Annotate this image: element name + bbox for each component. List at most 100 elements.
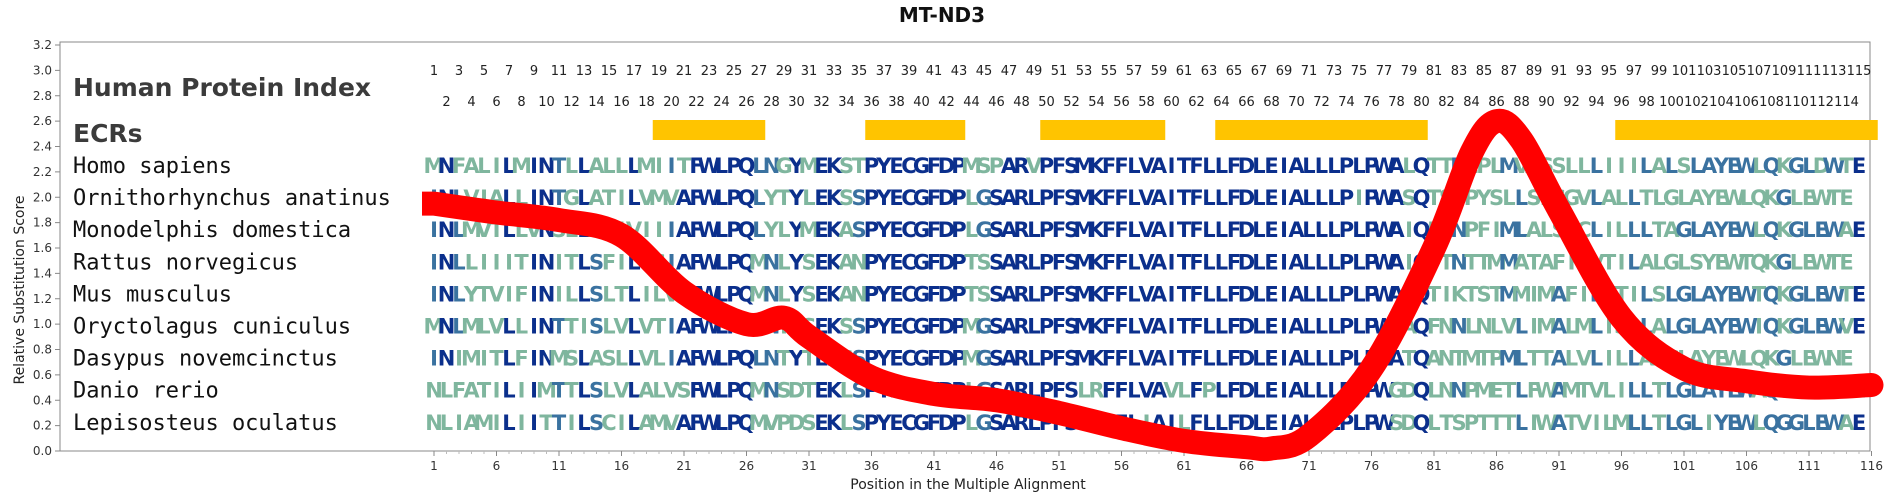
amino-acid: L: [1127, 379, 1140, 403]
amino-acid: E: [889, 315, 903, 339]
amino-acid: Y: [463, 282, 480, 306]
amino-acid: F: [1227, 250, 1241, 274]
amino-acid: G: [1788, 411, 1805, 435]
protein-index-number: 78: [1388, 95, 1405, 110]
amino-acid: A: [588, 154, 605, 178]
amino-acid: L: [715, 218, 728, 242]
amino-acid: T: [1439, 411, 1454, 435]
amino-acid: I: [618, 186, 626, 210]
amino-acid: M: [649, 411, 670, 435]
protein-index-number: 30: [788, 95, 805, 110]
amino-acid: S: [1064, 250, 1079, 274]
amino-acid: F: [1189, 250, 1203, 274]
amino-acid: F: [1189, 186, 1203, 210]
amino-acid: Y: [763, 186, 780, 210]
amino-acid: V: [613, 379, 630, 403]
amino-acid: M: [1486, 250, 1507, 274]
amino-acid: Q: [1763, 218, 1781, 242]
amino-acid: F: [689, 154, 703, 178]
amino-acid: I: [493, 154, 501, 178]
amino-acid: Y: [1700, 250, 1717, 274]
amino-acid: T: [802, 379, 817, 403]
amino-acid: S: [839, 315, 854, 339]
amino-acid: L: [1627, 347, 1640, 371]
amino-acid: Y: [875, 347, 892, 371]
amino-acid: M: [799, 154, 820, 178]
amino-acid: D: [788, 379, 805, 403]
amino-acid: L: [1202, 315, 1215, 339]
amino-acid: I: [1755, 315, 1763, 339]
amino-acid: S: [676, 379, 691, 403]
amino-acid: Q: [1413, 154, 1431, 178]
amino-acid: F: [1114, 186, 1128, 210]
amino-acid: L: [652, 347, 665, 371]
protein-index-number: 53: [1076, 64, 1093, 79]
amino-acid: W: [697, 218, 720, 242]
amino-acid: M: [1074, 154, 1095, 178]
protein-index-number: 71: [1301, 64, 1318, 79]
amino-acid: V: [1838, 315, 1855, 339]
amino-acid: T: [1177, 218, 1192, 242]
amino-acid: S: [601, 347, 616, 371]
amino-acid: L: [1202, 218, 1215, 242]
species-label: Mus musculus: [73, 282, 232, 307]
amino-acid: S: [564, 347, 579, 371]
amino-acid: L: [1315, 315, 1328, 339]
amino-acid: L: [615, 347, 628, 371]
amino-acid: W: [1822, 411, 1845, 435]
amino-acid: L: [1252, 154, 1265, 178]
protein-index-number: 104: [1709, 95, 1734, 110]
amino-acid: S: [976, 282, 991, 306]
species-label: Rattus norvegicus: [73, 250, 298, 275]
protein-index-number: 28: [763, 95, 780, 110]
amino-acid: L: [1565, 154, 1578, 178]
amino-acid: A: [1001, 282, 1018, 306]
x-tick-label: 1: [430, 459, 438, 473]
amino-acid: V: [638, 347, 655, 371]
amino-acid: L: [1627, 218, 1640, 242]
amino-acid: P: [1464, 379, 1479, 403]
amino-acid: M: [636, 154, 657, 178]
amino-acid: G: [1775, 250, 1792, 274]
amino-acid: A: [838, 282, 855, 306]
x-tick-label: 41: [926, 459, 941, 473]
y-tick-label: 2.0: [33, 190, 52, 204]
substitution-score-curve: [422, 108, 1884, 462]
amino-acid: A: [1701, 154, 1718, 178]
amino-acid: M: [1074, 186, 1095, 210]
y-tick-label: 3.0: [33, 63, 52, 77]
species-label: Ornithorhynchus anatinus: [73, 186, 391, 211]
amino-acid: I: [568, 411, 576, 435]
amino-acid: L: [1215, 347, 1228, 371]
protein-index-number: 20: [663, 95, 680, 110]
amino-acid: T: [1489, 282, 1504, 306]
protein-index-number: 82: [1438, 95, 1455, 110]
amino-acid: K: [826, 154, 843, 178]
amino-acid: P: [726, 218, 741, 242]
protein-index-number: 26: [738, 95, 755, 110]
amino-acid: Q: [1413, 186, 1431, 210]
protein-index-number: 32: [813, 95, 830, 110]
amino-acid: D: [938, 315, 955, 339]
amino-acid: L: [1127, 347, 1140, 371]
amino-acid: M: [536, 379, 557, 403]
amino-acid: I: [518, 411, 526, 435]
amino-acid: P: [1364, 154, 1379, 178]
amino-acid: L: [752, 186, 765, 210]
amino-acid: L: [1752, 411, 1765, 435]
amino-acid: L: [1252, 218, 1265, 242]
amino-acid: A: [1551, 315, 1568, 339]
amino-acid: T: [1539, 347, 1554, 371]
protein-index-number: 3: [455, 64, 463, 79]
amino-acid: S: [839, 186, 854, 210]
protein-index-number: 89: [1526, 64, 1543, 79]
amino-acid: Q: [1413, 315, 1431, 339]
protein-index-number: 43: [951, 64, 968, 79]
amino-acid: E: [814, 379, 828, 403]
amino-acid: L: [477, 154, 490, 178]
amino-acid: Q: [738, 282, 756, 306]
amino-acid: L: [515, 315, 528, 339]
amino-acid: E: [1264, 379, 1278, 403]
amino-acid: N: [1450, 250, 1468, 274]
amino-acid: Q: [1750, 347, 1768, 371]
